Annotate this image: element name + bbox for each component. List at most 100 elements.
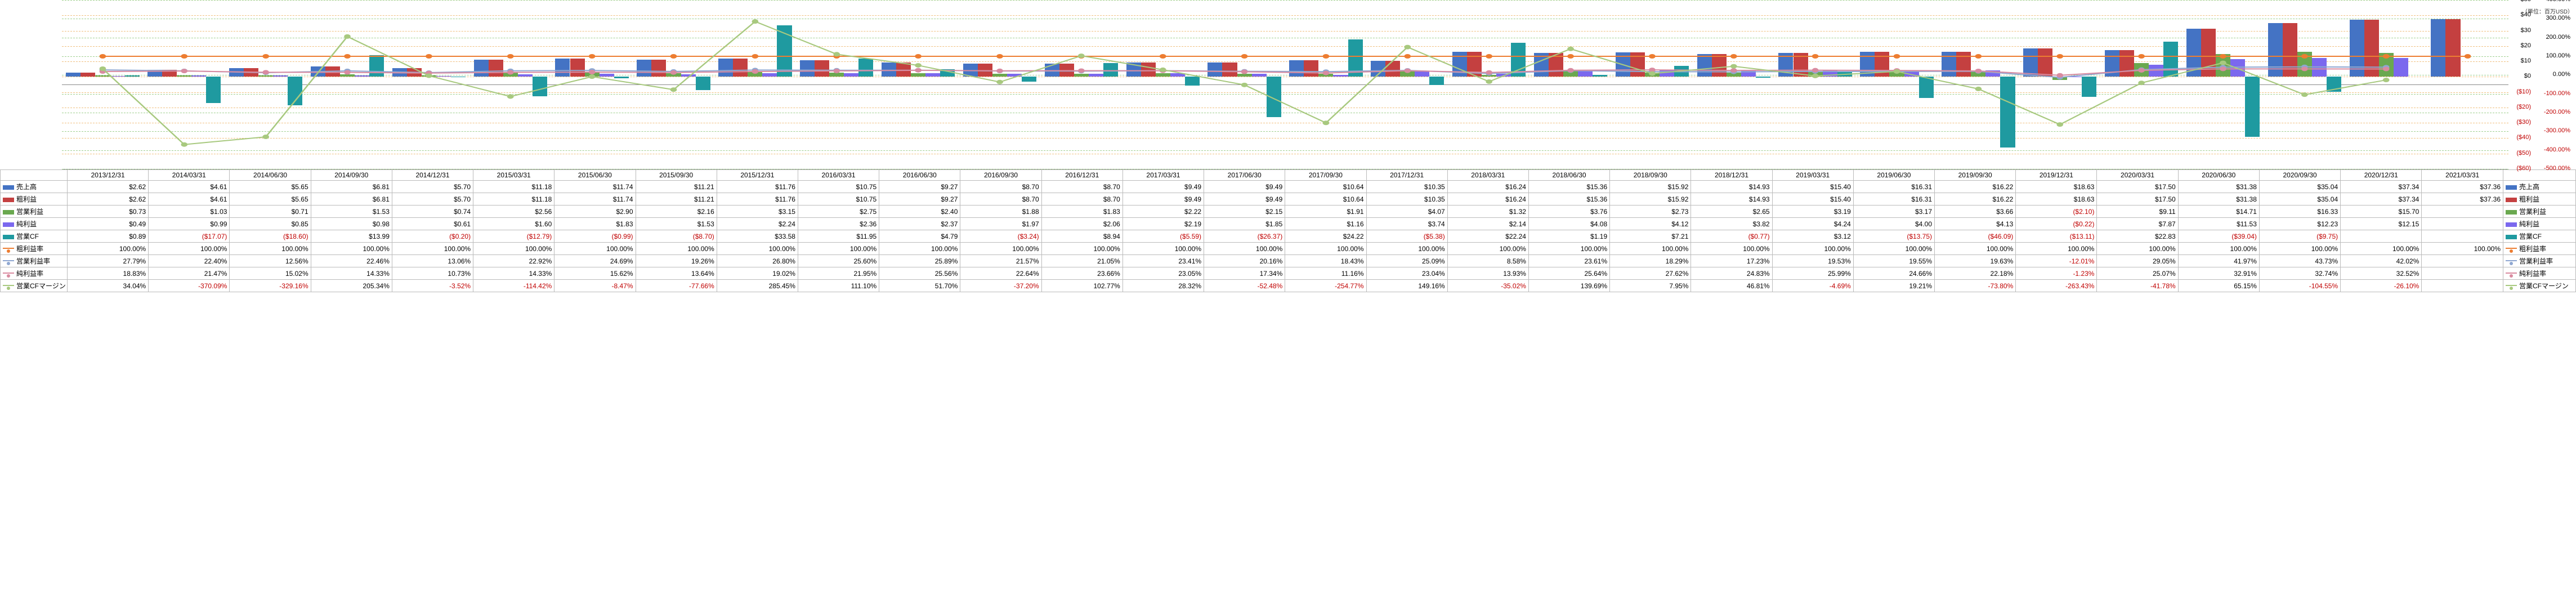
legend-swatch-sales [3, 185, 14, 190]
row-label-tail-sales: 売上高 [2503, 181, 2576, 193]
marker-net_margin [1730, 68, 1737, 73]
cell-op_margin: 25.09% [1366, 255, 1447, 267]
cell-netinc: $7.87 [2097, 218, 2178, 230]
cell-netinc: ($0.22) [2016, 218, 2097, 230]
marker-gross_margin [752, 54, 759, 59]
marker-opcf_margin [670, 87, 677, 92]
cell-gross: $10.35 [1366, 193, 1447, 206]
cell-gross: $16.31 [1853, 193, 1934, 206]
cell-netinc: $1.85 [1204, 218, 1285, 230]
axis-left-label: $50 [2511, 0, 2531, 3]
axis-right-label: -100.00% [2537, 90, 2570, 97]
legend-swatch-netinc [2506, 222, 2517, 227]
cell-netinc: $0.61 [392, 218, 473, 230]
cell-opcf: ($0.99) [554, 230, 636, 243]
cell-netinc: $4.13 [1935, 218, 2016, 230]
axis-right-label: -200.00% [2537, 109, 2570, 115]
cell-gross_margin: 100.00% [230, 243, 311, 255]
cell-gross_margin: 100.00% [554, 243, 636, 255]
cell-opinc: $1.32 [1447, 206, 1528, 218]
marker-opcf_margin [181, 142, 188, 147]
cell-opcf: $11.95 [798, 230, 879, 243]
axis-right-label: -500.00% [2537, 165, 2570, 172]
cell-opcf: ($9.75) [2259, 230, 2340, 243]
axis-left-label: $30 [2511, 27, 2531, 34]
cell-op_margin: 18.29% [1610, 255, 1691, 267]
cell-gross_margin: 100.00% [2259, 243, 2340, 255]
cell-net_margin: 14.33% [311, 267, 392, 280]
cell-gross: $5.70 [392, 193, 473, 206]
row-opcf: 営業CF$0.89($17.07)($18.60)$13.99($0.20)($… [1, 230, 2576, 243]
legend-swatch-opcf_margin [3, 285, 14, 286]
cell-opcf: ($13.11) [2016, 230, 2097, 243]
marker-opcf_margin [2220, 61, 2226, 65]
cell-netinc: $4.12 [1610, 218, 1691, 230]
row-label-tail-opinc: 営業利益 [2503, 206, 2576, 218]
date-cell: 2017/03/31 [1122, 170, 1204, 181]
marker-net_margin [1486, 70, 1492, 75]
cell-gross_margin: 100.00% [1935, 243, 2016, 255]
cell-net_margin [2422, 267, 2503, 280]
cell-opcf_margin: -52.48% [1204, 280, 1285, 292]
cell-gross: $15.92 [1610, 193, 1691, 206]
cell-sales: $8.70 [1041, 181, 1122, 193]
cell-opinc: $2.90 [554, 206, 636, 218]
marker-opcf_margin [100, 66, 106, 71]
cell-op_margin: 23.41% [1122, 255, 1204, 267]
cell-sales: $11.21 [636, 181, 717, 193]
cell-opinc: $1.83 [1041, 206, 1122, 218]
marker-opcf_margin [2383, 78, 2390, 82]
cell-opcf: ($46.09) [1935, 230, 2016, 243]
legend-swatch-opinc [2506, 210, 2517, 215]
marker-gross_margin [344, 54, 351, 59]
cell-opinc: $15.70 [2341, 206, 2422, 218]
date-cell: 2017/06/30 [1204, 170, 1285, 181]
marker-gross_margin [1894, 54, 1900, 59]
row-gross_margin: 粗利益率100.00%100.00%100.00%100.00%100.00%1… [1, 243, 2576, 255]
cell-op_margin: 25.89% [879, 255, 960, 267]
cell-op_margin: -12.01% [2016, 255, 2097, 267]
cell-gross: $11.76 [717, 193, 798, 206]
cell-sales: $2.62 [68, 181, 149, 193]
cell-gross_margin: 100.00% [1285, 243, 1366, 255]
marker-net_margin [2056, 73, 2063, 78]
date-cell: 2015/12/31 [717, 170, 798, 181]
cell-op_margin: 25.60% [798, 255, 879, 267]
cell-opinc: $2.73 [1610, 206, 1691, 218]
cell-opcf_margin: 102.77% [1041, 280, 1122, 292]
marker-gross_margin [996, 54, 1003, 59]
marker-net_margin [2138, 68, 2145, 73]
cell-gross: $9.49 [1122, 193, 1204, 206]
cell-sales: $16.24 [1447, 181, 1528, 193]
cell-gross_margin: 100.00% [1772, 243, 1853, 255]
legend-swatch-gross_margin [3, 248, 14, 249]
cell-opcf_margin: 205.34% [311, 280, 392, 292]
cell-gross: $18.63 [2016, 193, 2097, 206]
axis-left-label: $0 [2511, 73, 2531, 79]
cell-netinc: $11.53 [2178, 218, 2259, 230]
cell-gross_margin: 100.00% [2341, 243, 2422, 255]
date-cell: 2019/06/30 [1853, 170, 1934, 181]
axis-left-label: ($40) [2511, 134, 2531, 141]
chart-container: （単位：百万USD） $50$40$30$20$10$0($10)($20)($… [0, 0, 2576, 292]
cell-opcf: $4.79 [879, 230, 960, 243]
cell-opcf: ($13.75) [1853, 230, 1934, 243]
cell-gross_margin: 100.00% [2097, 243, 2178, 255]
cell-opinc: $2.22 [1122, 206, 1204, 218]
marker-gross_margin [2138, 54, 2145, 59]
cell-sales: $16.31 [1853, 181, 1934, 193]
marker-opcf_margin [1078, 53, 1085, 58]
cell-net_margin: 18.83% [68, 267, 149, 280]
legend-swatch-gross [2506, 198, 2517, 202]
cell-gross: $31.38 [2178, 193, 2259, 206]
cell-net_margin: 13.64% [636, 267, 717, 280]
axis-right-label: 400.00% [2537, 0, 2570, 3]
cell-opcf_margin: -254.77% [1285, 280, 1366, 292]
cell-netinc: $1.97 [960, 218, 1041, 230]
cell-opcf_margin: -8.47% [554, 280, 636, 292]
cell-op_margin: 26.80% [717, 255, 798, 267]
marker-net_margin [1975, 69, 1982, 73]
cell-opcf: $1.19 [1528, 230, 1609, 243]
cell-netinc: $3.74 [1366, 218, 1447, 230]
cell-opcf_margin: -41.78% [2097, 280, 2178, 292]
